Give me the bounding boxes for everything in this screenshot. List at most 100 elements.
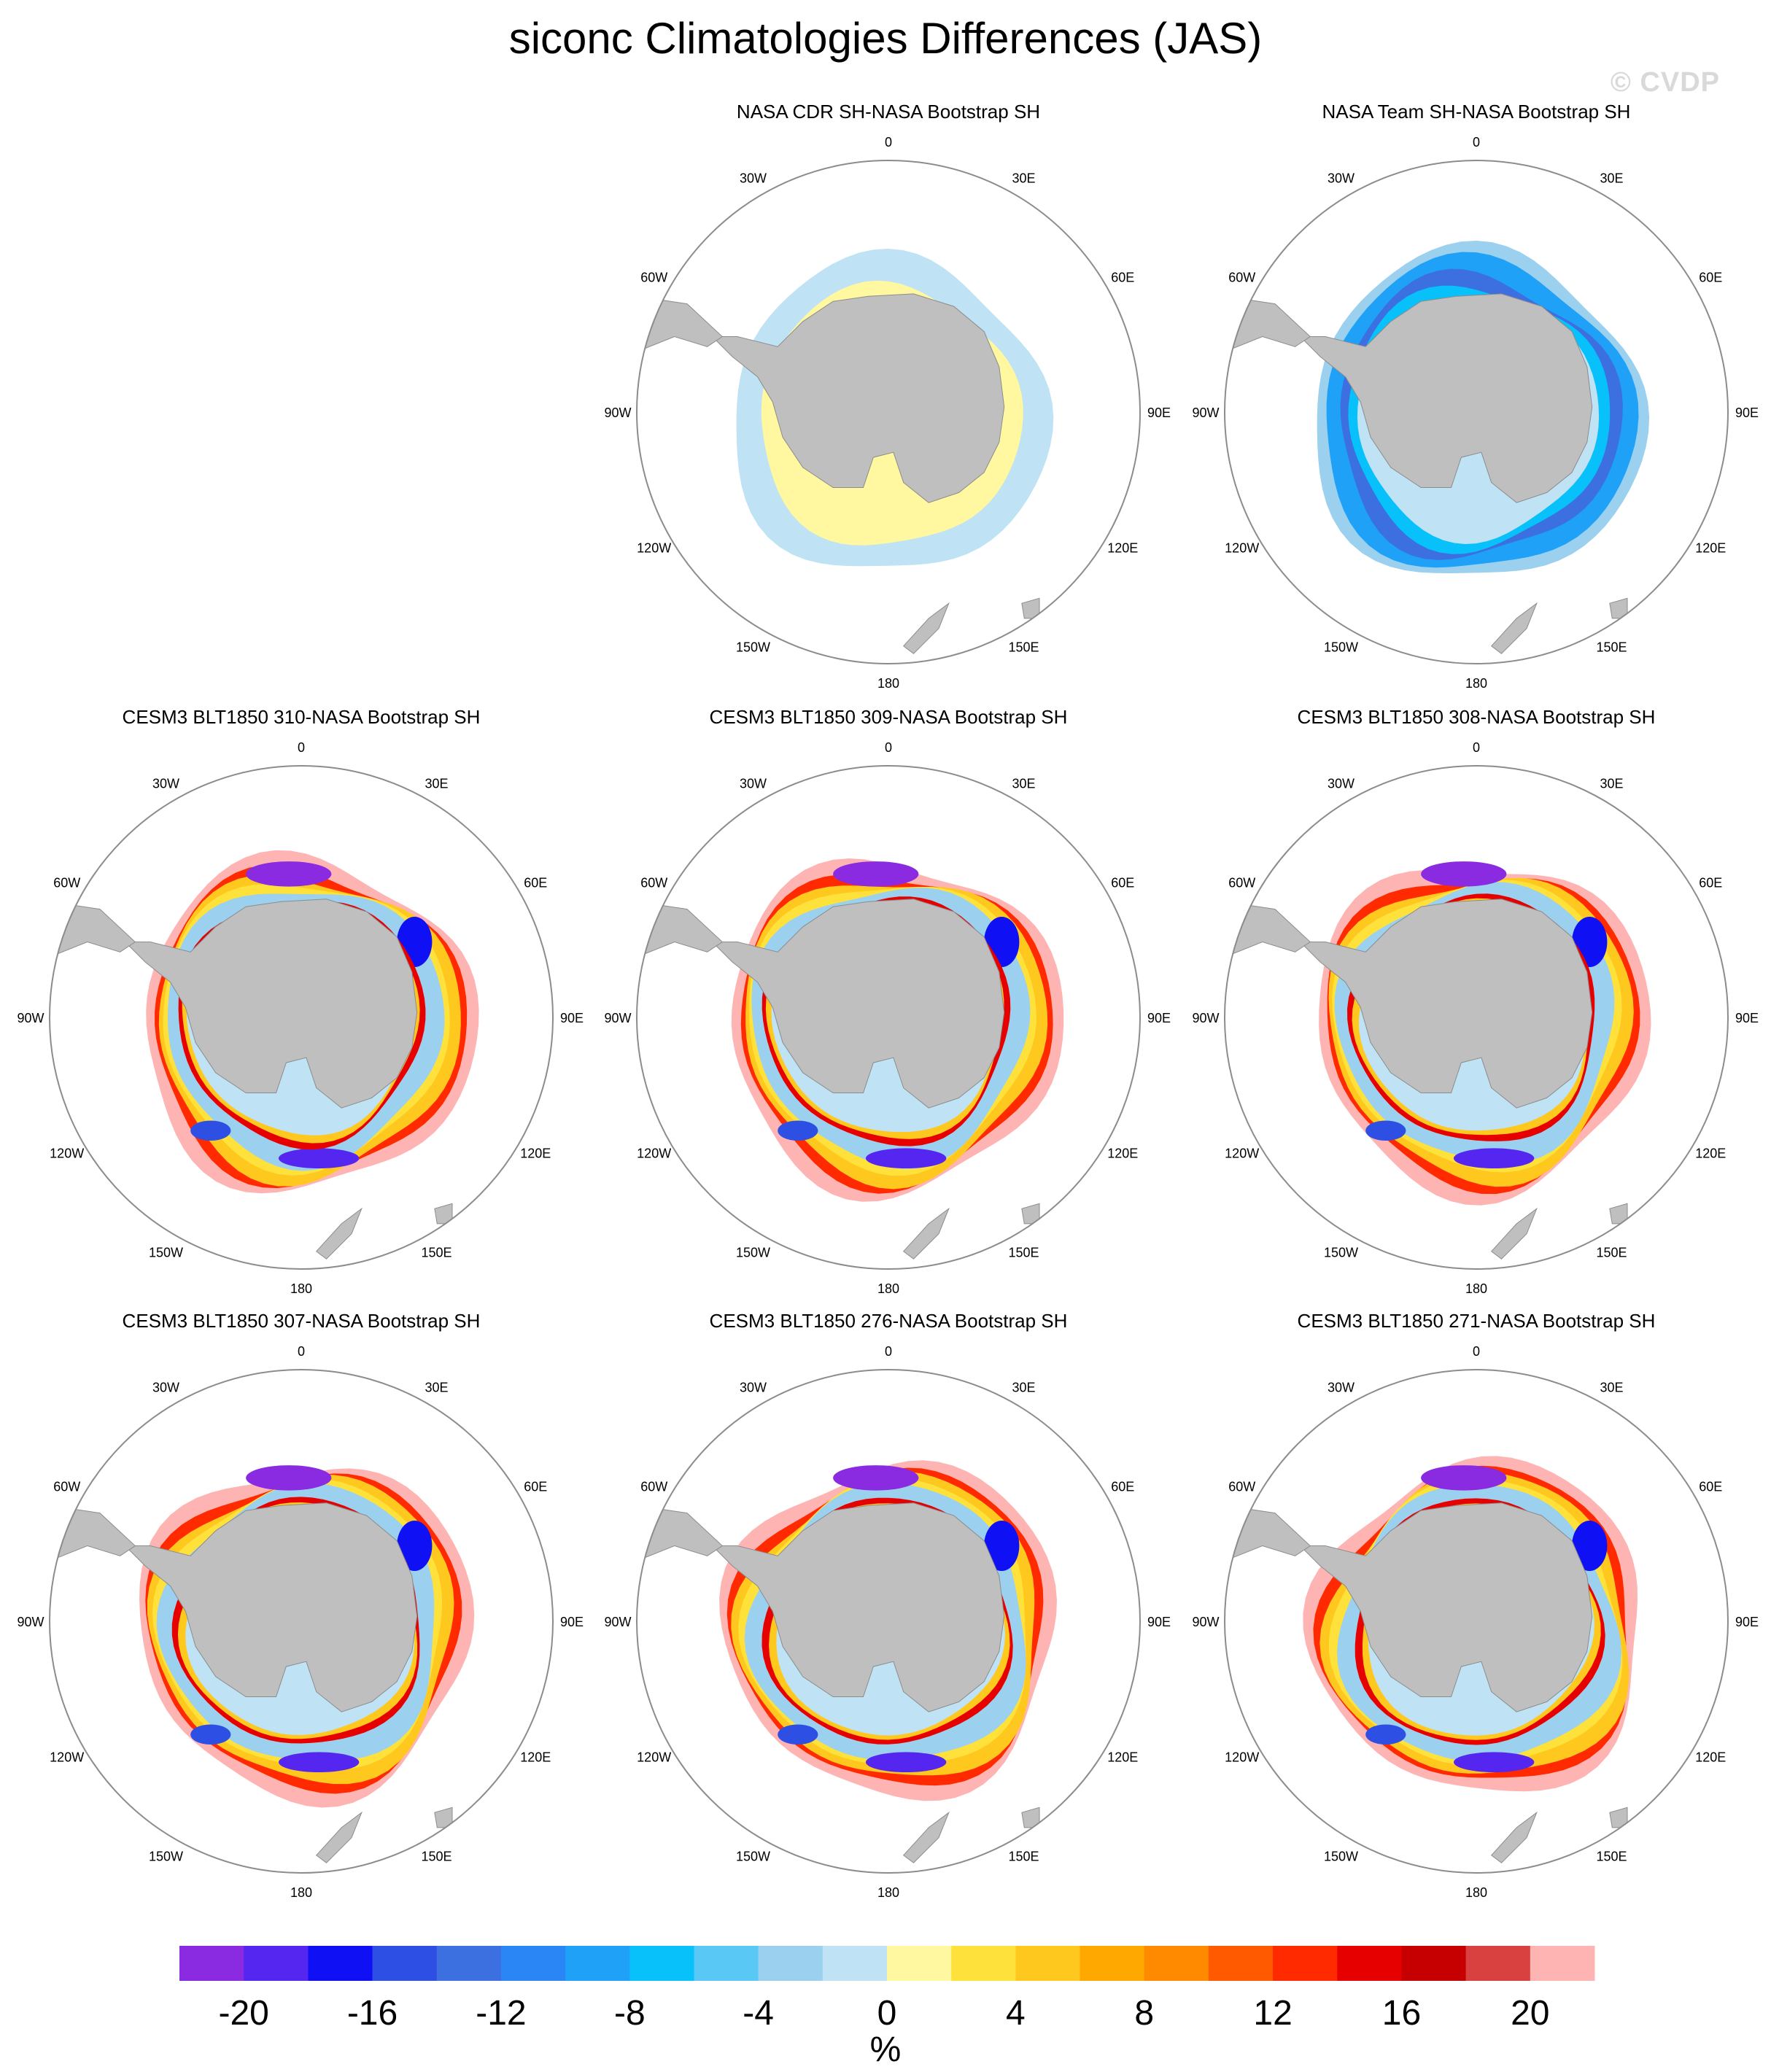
longitude-label: 150W bbox=[736, 1245, 770, 1260]
longitude-label: 150E bbox=[1596, 1849, 1627, 1863]
longitude-label: 120W bbox=[637, 1146, 671, 1161]
longitude-label: 60W bbox=[640, 876, 667, 891]
map-boundary bbox=[1224, 765, 1729, 1270]
antarctica-landmass bbox=[1299, 293, 1593, 503]
longitude-label: 30E bbox=[1600, 777, 1623, 791]
longitude-label: 150W bbox=[736, 640, 770, 654]
longitude-label: 90W bbox=[17, 1011, 44, 1025]
antarctica-landmass bbox=[711, 293, 1005, 503]
colorbar-swatch bbox=[694, 1946, 759, 1981]
new-zealand-landmass bbox=[902, 602, 950, 654]
longitude-label: 120E bbox=[520, 1750, 551, 1765]
colorbar-tick-label: 20 bbox=[1511, 1994, 1549, 2033]
antarctica-landmass bbox=[1299, 899, 1593, 1109]
colorbar-tick-label: 0 bbox=[877, 1994, 897, 2033]
longitude-label: 60W bbox=[640, 271, 667, 285]
antarctica-landmass bbox=[711, 899, 1005, 1109]
longitude-label: 120E bbox=[1107, 1750, 1138, 1765]
longitude-label: 150E bbox=[1008, 1245, 1039, 1260]
longitude-label: 0 bbox=[298, 740, 305, 755]
antarctica-landmass bbox=[1299, 1502, 1593, 1712]
map-boundary bbox=[49, 1369, 554, 1874]
map-panel: CESM3 BLT1850 308-NASA Bootstrap SH 0 30E 6… bbox=[1192, 706, 1759, 1296]
longitude-label: 180 bbox=[877, 1281, 899, 1296]
panel-title: CESM3 BLT1850 309-NASA Bootstrap SH bbox=[710, 706, 1068, 728]
longitude-label: 90E bbox=[1735, 1615, 1759, 1629]
map-panel: CESM3 BLT1850 309-NASA Bootstrap SH 0 30E 6… bbox=[604, 706, 1171, 1296]
longitude-label: 120W bbox=[637, 1750, 671, 1765]
longitude-label: 0 bbox=[885, 1344, 892, 1359]
longitude-label: 180 bbox=[1465, 1281, 1487, 1296]
panel-title: CESM3 BLT1850 271-NASA Bootstrap SH bbox=[1298, 1310, 1656, 1332]
colorbar-swatch bbox=[1208, 1946, 1274, 1981]
longitude-label: 120E bbox=[1695, 1146, 1726, 1161]
longitude-label: 60E bbox=[1699, 271, 1722, 285]
colorbar-swatch bbox=[179, 1946, 244, 1981]
colorbar-swatch bbox=[758, 1946, 824, 1981]
colorbar-swatch bbox=[565, 1946, 630, 1981]
new-zealand-landmass bbox=[315, 1811, 363, 1863]
colorbar-swatch bbox=[1465, 1946, 1531, 1981]
longitude-label: 60W bbox=[1228, 271, 1255, 285]
longitude-label: 60E bbox=[524, 876, 547, 891]
colorbar-swatch bbox=[1015, 1946, 1081, 1981]
map-panels: NASA CDR SH-NASA Bootstrap SH 0 30E 60E 90E 1… bbox=[17, 101, 1759, 1900]
longitude-label: 150W bbox=[1324, 1245, 1358, 1260]
longitude-label: 30W bbox=[1328, 171, 1355, 186]
colorbar-tick-label: -8 bbox=[614, 1994, 646, 2033]
longitude-label: 180 bbox=[290, 1885, 312, 1900]
longitude-label: 60W bbox=[1228, 1480, 1255, 1494]
colorbar-swatch bbox=[500, 1946, 566, 1981]
longitude-label: 60W bbox=[1228, 876, 1255, 891]
panel-title: CESM3 BLT1850 276-NASA Bootstrap SH bbox=[710, 1310, 1068, 1332]
longitude-label: 150W bbox=[149, 1849, 183, 1863]
longitude-label: 0 bbox=[1473, 1344, 1480, 1359]
colorbar-swatch bbox=[308, 1946, 373, 1981]
longitude-label: 60W bbox=[640, 1480, 667, 1494]
longitude-label: 0 bbox=[1473, 740, 1480, 755]
map-boundary bbox=[1224, 1369, 1729, 1874]
colorbar-swatch bbox=[1530, 1946, 1595, 1981]
panel-title: CESM3 BLT1850 308-NASA Bootstrap SH bbox=[1298, 706, 1656, 728]
longitude-label: 90W bbox=[604, 1011, 631, 1025]
longitude-label: 120W bbox=[50, 1750, 84, 1765]
colorbar-tick-label: 16 bbox=[1382, 1994, 1421, 2033]
antarctica-landmass bbox=[711, 1502, 1005, 1712]
colorbar-swatch bbox=[1144, 1946, 1209, 1981]
colorbar-tick-label: -4 bbox=[743, 1994, 774, 2033]
longitude-label: 90E bbox=[1735, 406, 1759, 420]
map-panel: CESM3 BLT1850 310-NASA Bootstrap SH 0 30E 6… bbox=[17, 706, 584, 1296]
colorbar-tick-label: -12 bbox=[476, 1994, 526, 2033]
longitude-label: 0 bbox=[298, 1344, 305, 1359]
longitude-label: 60E bbox=[1111, 1480, 1134, 1494]
new-zealand-landmass bbox=[315, 1207, 363, 1260]
longitude-label: 150W bbox=[1324, 640, 1358, 654]
map-panel: CESM3 BLT1850 307-NASA Bootstrap SH 0 30E 6… bbox=[17, 1310, 584, 1900]
longitude-label: 120W bbox=[1225, 541, 1259, 556]
longitude-label: 30W bbox=[740, 1381, 767, 1395]
colorbar-swatch bbox=[1401, 1946, 1467, 1981]
longitude-label: 90W bbox=[1192, 406, 1219, 420]
longitude-label: 30E bbox=[1012, 1381, 1035, 1395]
longitude-label: 30E bbox=[1012, 777, 1035, 791]
antarctica-landmass bbox=[124, 1502, 418, 1712]
longitude-label: 30E bbox=[425, 777, 448, 791]
longitude-label: 60E bbox=[1111, 271, 1134, 285]
longitude-label: 150E bbox=[1008, 1849, 1039, 1863]
colorbar-swatch bbox=[244, 1946, 309, 1981]
colorbar-tick-label: -16 bbox=[347, 1994, 398, 2033]
map-panel: CESM3 BLT1850 271-NASA Bootstrap SH 0 30E 6… bbox=[1192, 1310, 1759, 1900]
watermark: © CVDP bbox=[1610, 67, 1720, 98]
longitude-label: 90W bbox=[1192, 1011, 1219, 1025]
longitude-label: 120E bbox=[520, 1146, 551, 1161]
new-zealand-landmass bbox=[1490, 602, 1538, 654]
longitude-label: 120W bbox=[1225, 1146, 1259, 1161]
longitude-label: 90W bbox=[604, 406, 631, 420]
map-boundary bbox=[636, 160, 1141, 664]
longitude-label: 60W bbox=[53, 876, 80, 891]
longitude-label: 30W bbox=[740, 171, 767, 186]
longitude-label: 90E bbox=[1147, 1615, 1171, 1629]
new-zealand-landmass bbox=[1490, 1207, 1538, 1260]
colorbar-swatch bbox=[951, 1946, 1016, 1981]
longitude-label: 90W bbox=[17, 1615, 44, 1629]
